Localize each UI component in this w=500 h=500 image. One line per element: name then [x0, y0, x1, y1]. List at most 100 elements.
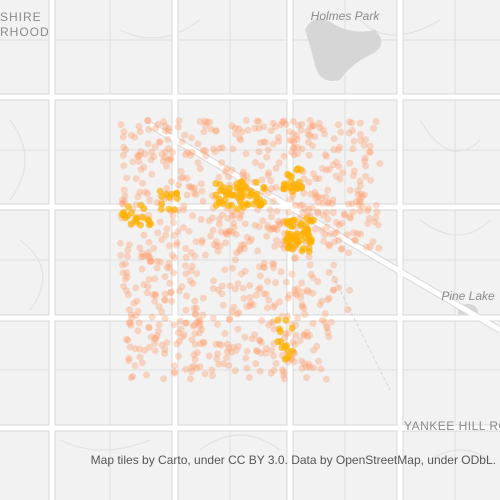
dot — [226, 227, 234, 235]
dot — [286, 183, 294, 191]
dot — [233, 249, 241, 257]
dot — [189, 212, 197, 220]
dot — [161, 346, 169, 354]
dot — [125, 354, 133, 362]
dot — [240, 241, 248, 248]
dot — [329, 196, 337, 204]
dot — [375, 244, 383, 252]
dot — [255, 263, 263, 271]
dot — [322, 193, 330, 201]
dot — [187, 249, 195, 256]
dot — [229, 343, 237, 351]
dot — [277, 268, 285, 276]
dot — [135, 158, 143, 165]
dot — [144, 190, 151, 198]
dot — [125, 357, 133, 365]
dot — [199, 294, 207, 302]
dot — [253, 347, 261, 355]
dot — [286, 136, 294, 144]
dot — [364, 219, 372, 227]
dot — [289, 222, 297, 230]
dot — [222, 354, 230, 362]
dot — [140, 231, 148, 239]
dot — [222, 228, 230, 236]
dot — [280, 152, 288, 160]
dot — [139, 179, 147, 187]
dot — [218, 282, 226, 290]
dot — [145, 276, 153, 283]
dot — [225, 228, 233, 235]
dot — [256, 272, 264, 280]
dot — [322, 166, 330, 174]
dot — [328, 200, 336, 208]
dot — [237, 136, 245, 144]
dot — [145, 324, 153, 331]
dot — [298, 288, 306, 296]
dot — [190, 351, 198, 359]
dot — [218, 159, 226, 167]
dot — [129, 372, 137, 380]
dot — [124, 252, 131, 260]
dot — [335, 163, 343, 171]
dot — [298, 201, 306, 209]
dot — [243, 233, 251, 241]
dot — [323, 323, 331, 331]
dot — [324, 296, 332, 304]
dot — [299, 245, 307, 253]
dot — [161, 296, 169, 304]
dot — [318, 194, 326, 202]
dot — [199, 147, 207, 154]
dot — [264, 277, 272, 285]
dot — [212, 127, 219, 135]
dot — [156, 218, 164, 226]
dot — [360, 191, 368, 199]
dot — [179, 333, 186, 341]
dot — [319, 199, 327, 207]
dot — [331, 229, 338, 237]
dot — [181, 131, 189, 139]
dot — [290, 144, 298, 152]
dot — [214, 350, 222, 358]
dot — [292, 201, 300, 209]
dot — [307, 132, 314, 140]
dot — [296, 337, 304, 345]
dot — [201, 370, 209, 378]
dot — [309, 289, 317, 297]
dot — [262, 349, 270, 357]
dot — [120, 128, 128, 136]
dot — [252, 159, 259, 166]
dot — [305, 244, 313, 252]
dot — [198, 326, 206, 333]
dot — [366, 148, 374, 156]
dot — [148, 313, 156, 321]
dot — [305, 178, 313, 186]
dot — [259, 217, 267, 225]
dot — [196, 165, 204, 173]
dot — [145, 343, 153, 351]
dot — [318, 226, 326, 234]
dot — [213, 242, 221, 250]
dot — [231, 124, 239, 132]
dot — [294, 165, 302, 173]
dot — [151, 347, 159, 355]
dot — [241, 333, 249, 341]
dot — [188, 148, 196, 156]
dot — [160, 375, 168, 383]
dot — [333, 229, 341, 237]
dot — [147, 257, 155, 265]
dot — [322, 152, 330, 160]
dot — [207, 232, 214, 240]
dot — [323, 223, 331, 231]
dot — [225, 362, 233, 369]
dot — [182, 319, 190, 327]
dot — [134, 153, 142, 161]
dot — [174, 352, 182, 360]
dot — [144, 248, 152, 256]
dot — [293, 150, 301, 158]
dot — [165, 127, 172, 135]
dot — [344, 306, 352, 314]
dot — [188, 184, 196, 192]
dot — [191, 340, 199, 348]
dot — [180, 331, 188, 339]
dot — [206, 118, 214, 126]
